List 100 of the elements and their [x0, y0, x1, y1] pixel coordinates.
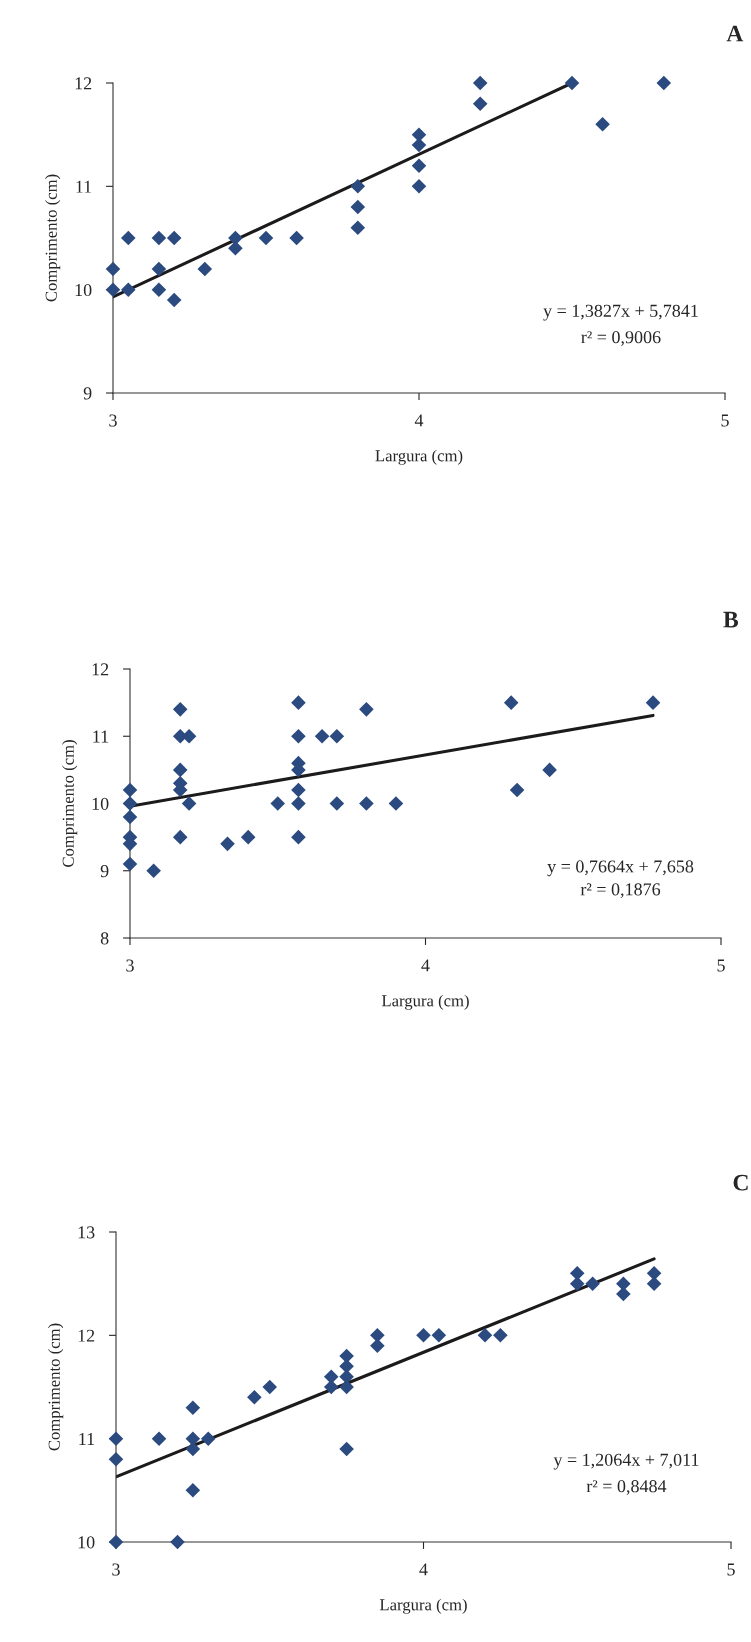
annotation: y = 0,7664x + 7,658 [547, 860, 694, 877]
point [146, 863, 161, 879]
x-tick-label: 5 [727, 1563, 735, 1576]
point [108, 1431, 124, 1446]
point [416, 1328, 431, 1343]
y-tick-label: 11 [93, 730, 109, 743]
point [197, 261, 213, 277]
point [291, 829, 306, 845]
x-axis-title: Largura (cm) [375, 449, 463, 465]
point [151, 282, 167, 297]
point [359, 702, 374, 717]
y-tick-label: 12 [78, 1329, 95, 1342]
y-axis-title: Comprimento (cm) [48, 1323, 64, 1451]
point [616, 1286, 631, 1302]
point [370, 1338, 385, 1353]
x-tick-label: 4 [421, 959, 430, 972]
y-tick-label: 8 [100, 932, 109, 945]
y-tick-label: 12 [75, 77, 92, 90]
point [122, 796, 138, 811]
point [105, 282, 121, 297]
annotation: r² = 0,9006 [581, 331, 661, 346]
point [339, 1441, 354, 1457]
chart-title: C [733, 1174, 748, 1191]
point [564, 75, 580, 91]
point [181, 796, 197, 811]
point [350, 179, 366, 194]
point [151, 230, 167, 246]
point [105, 261, 121, 277]
point [170, 1534, 185, 1550]
x-tick-label: 3 [109, 414, 117, 427]
y-tick-label: 9 [100, 865, 109, 878]
y-tick-label: 9 [83, 387, 92, 400]
x-tick-label: 4 [419, 1563, 428, 1576]
point [569, 1266, 585, 1281]
point [493, 1328, 508, 1343]
point [646, 1276, 662, 1291]
point [200, 1431, 216, 1446]
chart-title: A [726, 25, 744, 42]
y-tick-label: 10 [75, 283, 92, 297]
point [247, 1390, 262, 1405]
y-tick-label: 12 [92, 663, 109, 676]
point [585, 1276, 600, 1291]
x-tick-label: 3 [112, 1563, 120, 1576]
point [350, 220, 366, 235]
y-tick-label: 10 [78, 1536, 95, 1549]
point [646, 1266, 662, 1281]
point [122, 856, 138, 872]
point [339, 1379, 354, 1395]
point [289, 230, 304, 246]
point [291, 782, 306, 798]
annotation: y = 1,3827x + 5,7841 [543, 304, 698, 321]
y-tick-label: 13 [78, 1226, 95, 1239]
point [411, 158, 427, 173]
point [151, 1431, 167, 1446]
annotation: r² = 0,8484 [586, 1480, 667, 1495]
point [509, 782, 525, 798]
point [270, 796, 286, 811]
point [314, 728, 330, 744]
x-axis-title: Largura (cm) [381, 994, 469, 1010]
point [329, 728, 345, 744]
point [291, 728, 306, 744]
point [431, 1328, 447, 1343]
point [388, 796, 404, 811]
point [569, 1276, 585, 1291]
y-tick-label: 10 [92, 797, 109, 810]
point [656, 75, 672, 91]
point [122, 782, 138, 798]
point [121, 282, 136, 297]
point [329, 796, 345, 811]
point [108, 1452, 124, 1467]
point [291, 796, 306, 811]
point [172, 829, 188, 845]
point [503, 695, 519, 710]
point [240, 829, 256, 845]
point [616, 1276, 631, 1291]
point [477, 1328, 493, 1343]
x-tick-label: 5 [721, 414, 729, 427]
point [472, 75, 488, 91]
point [359, 796, 374, 811]
point [262, 1379, 278, 1395]
x-tick-label: 3 [126, 959, 134, 972]
point [542, 762, 557, 778]
x-tick-label: 4 [414, 414, 424, 427]
y-axis-title: Comprimento (cm) [62, 740, 78, 867]
annotation: y = 1,2064x + 7,011 [553, 1453, 699, 1470]
point [185, 1431, 201, 1446]
point [350, 199, 366, 215]
point [121, 230, 136, 246]
point [323, 1369, 339, 1384]
point [258, 230, 274, 246]
point [122, 809, 138, 825]
y-tick-label: 11 [79, 1433, 95, 1445]
point [172, 762, 188, 778]
point [291, 695, 306, 710]
point [472, 96, 488, 111]
point [166, 292, 182, 308]
point [151, 261, 167, 277]
x-tick-label: 5 [717, 959, 725, 972]
point [185, 1400, 201, 1415]
point [108, 1534, 124, 1550]
